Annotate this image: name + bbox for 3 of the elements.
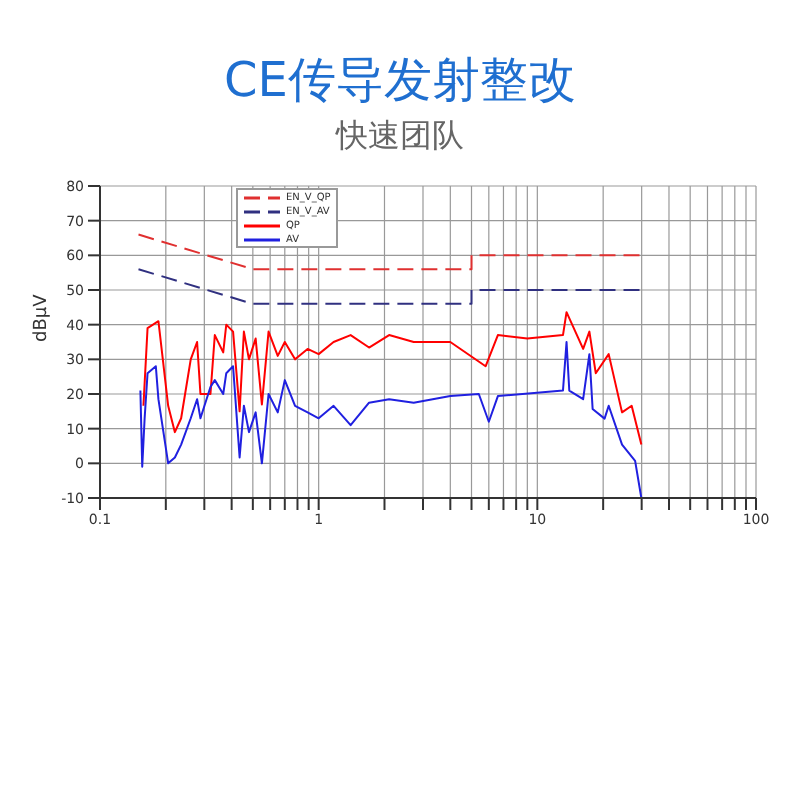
y-axis-title: dBμV: [32, 292, 53, 342]
chart-title: CE传导发射整改: [222, 50, 578, 112]
chart-subtitle: 快速团队: [333, 116, 466, 158]
